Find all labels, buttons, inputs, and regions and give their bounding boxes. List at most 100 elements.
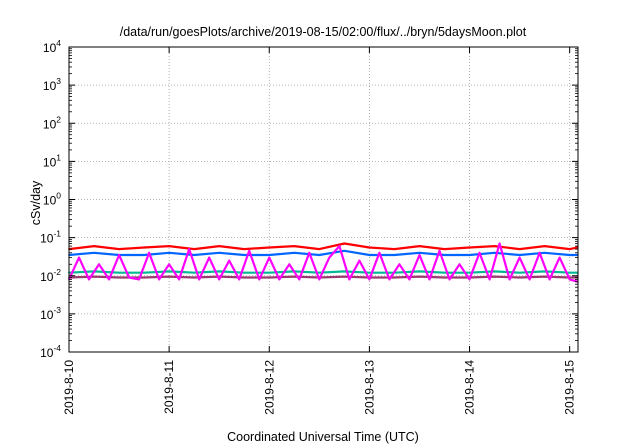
chart-title: /data/run/goesPlots/archive/2019-08-15/0… — [120, 25, 527, 39]
x-tick-label: 2019-8-12 — [262, 360, 276, 415]
data-point — [193, 276, 196, 279]
y-tick-base: 10 — [43, 155, 57, 169]
data-point — [118, 271, 120, 274]
data-point — [268, 256, 271, 259]
data-point — [393, 254, 396, 256]
data-point — [343, 242, 346, 245]
y-tick-base: 10 — [43, 79, 57, 93]
data-point — [393, 248, 396, 251]
data-point — [418, 245, 421, 247]
data-point — [398, 263, 401, 266]
data-point — [543, 251, 546, 254]
data-point — [468, 254, 471, 256]
data-point — [268, 276, 271, 279]
y-tick-base: 10 — [40, 308, 54, 322]
data-point — [318, 271, 321, 274]
data-point — [108, 278, 110, 281]
data-point — [158, 278, 161, 281]
data-point — [268, 271, 271, 274]
data-point — [148, 251, 151, 254]
data-point — [288, 263, 291, 266]
y-tick-exponent: 3 — [56, 76, 61, 86]
data-point — [488, 278, 491, 281]
data-point — [168, 263, 171, 266]
data-point — [88, 278, 90, 281]
y-tick-exponent: -3 — [53, 305, 61, 315]
data-point — [318, 254, 321, 256]
data-point — [468, 278, 471, 281]
data-point — [443, 276, 446, 279]
data-point — [343, 249, 346, 252]
data-point — [493, 251, 496, 254]
data-point — [358, 259, 361, 262]
y-tick-label: 104 — [43, 38, 61, 55]
data-point — [248, 249, 251, 252]
data-point — [343, 275, 346, 278]
y-tick-base: 10 — [40, 270, 54, 284]
series-line-1 — [68, 249, 578, 257]
data-point — [558, 256, 561, 259]
y-tick-label: 10-1 — [40, 229, 61, 246]
data-point — [178, 278, 181, 281]
data-point — [293, 275, 296, 278]
data-point — [218, 278, 221, 281]
ticks: 10-410-310-210-11001011021031042019-8-10… — [40, 38, 577, 415]
x-tick-label: 2019-8-10 — [62, 360, 76, 415]
data-point — [568, 254, 571, 256]
plot-frame — [68, 46, 579, 353]
data-point — [193, 271, 196, 274]
data-point — [188, 248, 191, 251]
data-point — [368, 271, 371, 274]
series-line-3 — [68, 275, 578, 279]
data-point — [438, 249, 441, 252]
data-point — [338, 245, 341, 247]
y-tick-label: 10-3 — [40, 305, 61, 322]
data-point — [93, 245, 95, 247]
x-tick-label: 2019-8-13 — [362, 360, 376, 415]
data-point — [218, 251, 221, 254]
y-tick-label: 10-2 — [40, 267, 61, 284]
data-point — [318, 248, 321, 251]
data-point — [418, 270, 421, 273]
data-point — [518, 271, 521, 274]
data-point — [468, 271, 471, 274]
data-point — [568, 278, 571, 281]
x-axis-label: Coordinated Universal Time (UTC) — [227, 430, 419, 444]
y-tick-exponent: 2 — [56, 114, 61, 124]
data-point — [508, 278, 511, 281]
data-point — [468, 246, 471, 249]
data-point — [218, 270, 221, 273]
series-layer — [68, 242, 579, 283]
y-tick-base: 10 — [40, 346, 54, 360]
data-point — [448, 278, 451, 281]
data-point — [298, 278, 301, 281]
data-point — [543, 270, 546, 273]
data-point — [93, 275, 95, 278]
data-point — [143, 254, 145, 256]
data-point — [348, 278, 351, 281]
data-point — [138, 278, 140, 281]
data-point — [443, 271, 446, 274]
data-point — [378, 251, 381, 254]
data-point — [328, 256, 331, 259]
y-tick-label: 10-4 — [40, 343, 61, 360]
y-tick-base: 10 — [43, 194, 57, 208]
data-point — [368, 254, 371, 256]
data-point — [198, 278, 201, 281]
y-tick-exponent: -4 — [53, 343, 61, 353]
data-point — [408, 278, 411, 281]
data-point — [518, 256, 521, 259]
data-point — [78, 256, 80, 259]
series-line-4 — [68, 242, 579, 283]
data-point — [443, 254, 446, 256]
data-point — [98, 263, 100, 266]
y-tick-label: 100 — [43, 191, 61, 208]
y-tick-exponent: 1 — [56, 152, 61, 162]
series-line-0 — [68, 242, 578, 251]
data-point — [368, 246, 371, 249]
data-point — [168, 275, 171, 278]
data-point — [543, 275, 546, 278]
data-point — [548, 278, 551, 281]
y-tick-exponent: -2 — [53, 267, 61, 277]
